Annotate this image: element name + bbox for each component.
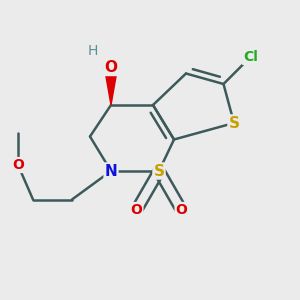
Polygon shape [104, 68, 118, 105]
Text: O: O [130, 203, 142, 217]
Text: O: O [12, 158, 24, 172]
Text: O: O [176, 203, 188, 217]
Text: S: S [229, 116, 239, 130]
Text: N: N [105, 164, 117, 178]
Text: H: H [88, 44, 98, 58]
Text: O: O [104, 60, 118, 75]
Text: Cl: Cl [243, 50, 258, 64]
Text: S: S [154, 164, 164, 178]
